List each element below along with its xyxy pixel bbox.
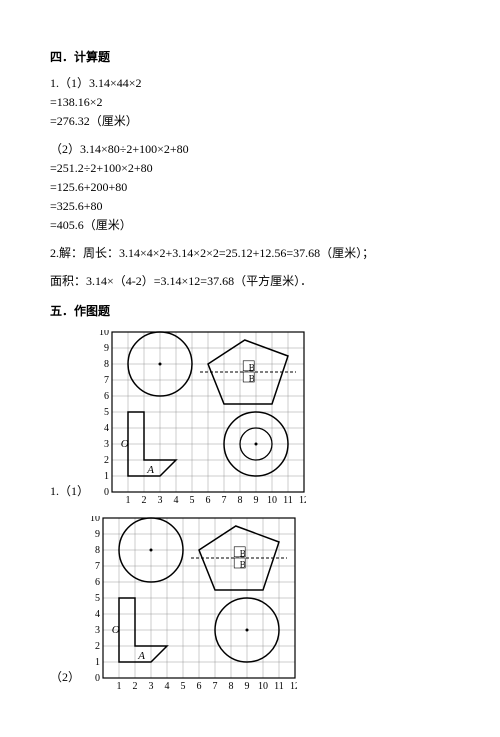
svg-text:0: 0 xyxy=(104,487,109,498)
svg-text:5: 5 xyxy=(95,593,100,604)
svg-text:1: 1 xyxy=(104,471,109,482)
problem-1-part-2: （2）3.14×80÷2+100×2+80 =251.2÷2+100×2+80 … xyxy=(50,140,450,234)
svg-text:3: 3 xyxy=(158,495,163,506)
calc-line: （2）3.14×80÷2+100×2+80 xyxy=(50,140,450,158)
svg-text:9: 9 xyxy=(254,495,259,506)
svg-text:0: 0 xyxy=(95,673,100,684)
svg-text:2: 2 xyxy=(133,681,138,692)
svg-text:6: 6 xyxy=(104,391,109,402)
figure-1-svg: 123456789101112012345678910AOBB xyxy=(94,330,306,506)
svg-text:3: 3 xyxy=(104,439,109,450)
figure-1-row: 1.（1） 123456789101112012345678910AOBB xyxy=(50,330,450,506)
calc-line: 1.（1）3.14×44×2 xyxy=(50,74,450,92)
svg-text:10: 10 xyxy=(90,516,100,524)
svg-text:10: 10 xyxy=(267,495,277,506)
svg-text:8: 8 xyxy=(229,681,234,692)
svg-text:8: 8 xyxy=(238,495,243,506)
svg-text:1: 1 xyxy=(126,495,131,506)
svg-text:A: A xyxy=(137,650,145,662)
svg-text:2: 2 xyxy=(95,641,100,652)
svg-text:A: A xyxy=(146,464,154,476)
svg-text:6: 6 xyxy=(206,495,211,506)
svg-text:5: 5 xyxy=(104,407,109,418)
svg-text:11: 11 xyxy=(283,495,293,506)
svg-text:4: 4 xyxy=(95,609,100,620)
svg-text:12: 12 xyxy=(299,495,306,506)
svg-text:6: 6 xyxy=(95,577,100,588)
calc-line: =405.6（厘米） xyxy=(50,216,450,234)
calc-line: =138.16×2 xyxy=(50,93,450,111)
svg-text:4: 4 xyxy=(104,423,109,434)
svg-text:11: 11 xyxy=(274,681,284,692)
figure-2-label: （2） xyxy=(50,668,80,692)
figure-2-svg: 123456789101112012345678910AOBB xyxy=(85,516,297,692)
svg-text:6: 6 xyxy=(197,681,202,692)
calc-line: =251.2÷2+100×2+80 xyxy=(50,159,450,177)
problem-1-part-1: 1.（1）3.14×44×2 =138.16×2 =276.32（厘米） xyxy=(50,74,450,130)
section-4-title: 四．计算题 xyxy=(50,48,450,66)
svg-text:7: 7 xyxy=(95,561,100,572)
svg-text:7: 7 xyxy=(222,495,227,506)
svg-text:B: B xyxy=(249,374,255,384)
svg-text:B: B xyxy=(240,560,246,570)
svg-text:3: 3 xyxy=(149,681,154,692)
calc-line: =276.32（厘米） xyxy=(50,112,450,130)
svg-text:7: 7 xyxy=(213,681,218,692)
svg-text:O: O xyxy=(121,438,129,450)
svg-text:2: 2 xyxy=(104,455,109,466)
svg-text:8: 8 xyxy=(104,359,109,370)
svg-text:5: 5 xyxy=(190,495,195,506)
problem-2-area: 面积：3.14×（4-2）=3.14×12=37.68（平方厘米）． xyxy=(50,272,450,290)
svg-text:4: 4 xyxy=(165,681,170,692)
svg-text:2: 2 xyxy=(142,495,147,506)
svg-text:10: 10 xyxy=(99,330,109,338)
svg-text:8: 8 xyxy=(95,545,100,556)
svg-text:5: 5 xyxy=(181,681,186,692)
svg-text:4: 4 xyxy=(174,495,179,506)
svg-text:1: 1 xyxy=(117,681,122,692)
svg-text:O: O xyxy=(112,624,120,636)
svg-text:7: 7 xyxy=(104,375,109,386)
svg-text:B: B xyxy=(240,548,246,558)
problem-2-perimeter: 2.解：周长：3.14×4×2+3.14×2×2=25.12+12.56=37.… xyxy=(50,244,450,262)
svg-text:9: 9 xyxy=(95,529,100,540)
figure-2-row: （2） 123456789101112012345678910AOBB xyxy=(50,516,450,692)
svg-text:10: 10 xyxy=(258,681,268,692)
section-5-title: 五．作图题 xyxy=(50,302,450,320)
svg-text:12: 12 xyxy=(290,681,297,692)
calc-line: =325.6+80 xyxy=(50,197,450,215)
svg-text:9: 9 xyxy=(104,343,109,354)
calc-line: =125.6+200+80 xyxy=(50,178,450,196)
svg-text:1: 1 xyxy=(95,657,100,668)
svg-text:3: 3 xyxy=(95,625,100,636)
figure-1-label: 1.（1） xyxy=(50,482,89,506)
svg-text:B: B xyxy=(249,362,255,372)
svg-text:9: 9 xyxy=(245,681,250,692)
